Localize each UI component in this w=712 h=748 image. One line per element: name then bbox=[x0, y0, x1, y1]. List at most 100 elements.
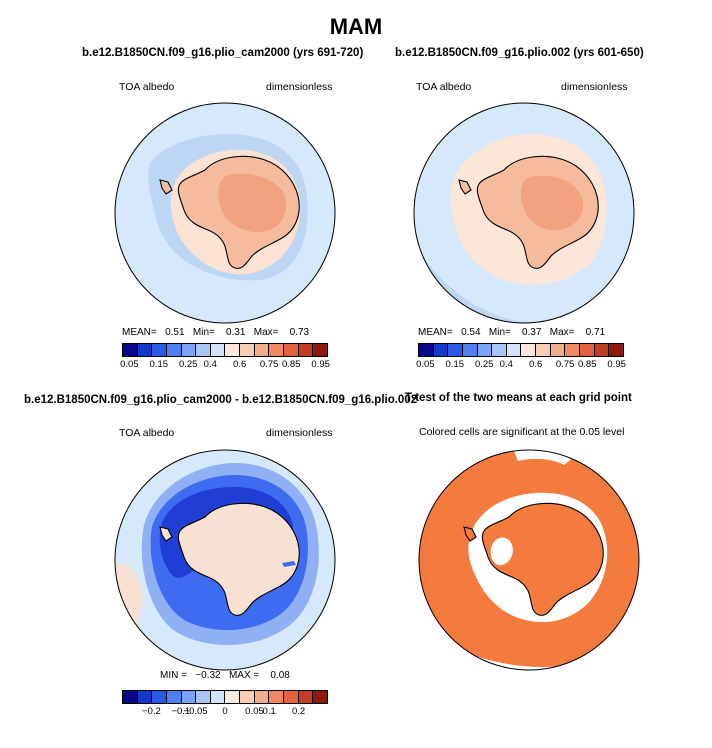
colorbar-tick-label: 0.15 bbox=[445, 359, 465, 370]
panel2-var-label: TOA albedo bbox=[416, 81, 472, 93]
colorbar-tick-label: 0.05 bbox=[416, 359, 435, 370]
colorbar-swatch bbox=[284, 344, 299, 356]
colorbar-swatch bbox=[196, 691, 211, 703]
colorbar-swatch bbox=[152, 344, 167, 356]
colorbar-swatch bbox=[269, 691, 285, 703]
panel3-max-label: MAX = bbox=[228, 670, 260, 681]
panel1-map bbox=[114, 102, 336, 324]
panel1-stats: MEAN= 0.51 Min= 0.31 Max= 0.73 bbox=[122, 327, 309, 338]
colorbar-swatch bbox=[536, 344, 551, 356]
colorbar-swatch bbox=[433, 344, 449, 356]
panel3-map bbox=[114, 449, 336, 671]
panel1-title: b.e12.B1850CN.f09_g16.plio_cam2000 (yrs … bbox=[82, 47, 364, 59]
colorbar-swatch bbox=[166, 691, 182, 703]
colorbar-swatch bbox=[298, 344, 314, 356]
colorbar-swatch bbox=[419, 344, 434, 356]
colorbar-swatch bbox=[448, 344, 463, 356]
panel3-var-label: TOA albedo bbox=[119, 427, 175, 439]
colorbar-swatch bbox=[166, 344, 182, 356]
panel2-colorbar bbox=[418, 343, 624, 357]
panel1-max-value: 0.73 bbox=[289, 327, 310, 338]
panel1-interior bbox=[218, 173, 287, 233]
panel2-title: b.e12.B1850CN.f09_g16.plio.002 (yrs 601-… bbox=[395, 47, 644, 59]
colorbar-swatch bbox=[152, 691, 167, 703]
colorbar-tick-label: 0.4 bbox=[203, 359, 217, 370]
colorbar-tick-label: 0.75 bbox=[259, 359, 279, 370]
panel3-min-value: −0.32 bbox=[195, 670, 221, 681]
colorbar-swatch bbox=[137, 344, 153, 356]
colorbar-swatch bbox=[181, 691, 197, 703]
colorbar-swatch bbox=[137, 691, 153, 703]
panel1-min-label: Min= bbox=[192, 327, 215, 338]
colorbar-tick-label: 0.05 bbox=[120, 359, 139, 370]
colorbar-swatch bbox=[521, 344, 537, 356]
colorbar-swatch bbox=[181, 344, 197, 356]
colorbar-swatch bbox=[240, 344, 255, 356]
colorbar-tick-label: 0.85 bbox=[577, 359, 597, 370]
colorbar-swatch bbox=[240, 691, 255, 703]
colorbar-swatch bbox=[313, 344, 327, 356]
colorbar-swatch bbox=[225, 691, 241, 703]
panel1-colorbar bbox=[122, 343, 328, 357]
colorbar-swatch bbox=[298, 691, 314, 703]
panel2-min-label: Min= bbox=[488, 327, 511, 338]
colorbar-tick-label: 0.15 bbox=[149, 359, 169, 370]
colorbar-swatch bbox=[609, 344, 623, 356]
panel3-antarctica bbox=[159, 502, 300, 616]
panel2-mean-label: MEAN= bbox=[418, 327, 453, 338]
panel1-var-label: TOA albedo bbox=[119, 81, 175, 93]
panel4-subtitle: Colored cells are significant at the 0.0… bbox=[419, 426, 625, 438]
panel4-map bbox=[418, 449, 640, 671]
colorbar-swatch bbox=[594, 344, 610, 356]
panel3-blue-spot bbox=[282, 561, 296, 567]
colorbar-swatch bbox=[269, 344, 285, 356]
panel3-title: b.e12.B1850CN.f09_g16.plio_cam2000 - b.e… bbox=[24, 394, 418, 406]
colorbar-tick-label: −0.1 bbox=[171, 706, 191, 717]
colorbar-tick-label: 0.75 bbox=[555, 359, 575, 370]
panel4-interior-gap bbox=[490, 537, 513, 566]
colorbar-swatch bbox=[462, 344, 478, 356]
colorbar-tick-label: 0.95 bbox=[311, 359, 330, 370]
colorbar-swatch bbox=[565, 344, 581, 356]
panel3-colorbar bbox=[122, 690, 328, 704]
panel2-interior bbox=[521, 175, 584, 231]
colorbar-swatch bbox=[123, 691, 138, 703]
panel1-min-value: 0.31 bbox=[225, 327, 246, 338]
panel2-min-value: 0.37 bbox=[521, 327, 542, 338]
panel2-units-label: dimensionless bbox=[561, 81, 628, 93]
panel3-stats: MIN = −0.32 MAX = 0.08 bbox=[160, 670, 290, 681]
colorbar-tick-label: 0.4 bbox=[499, 359, 513, 370]
panel1-mean-label: MEAN= bbox=[122, 327, 157, 338]
colorbar-tick-label: 0 bbox=[222, 706, 228, 717]
panel3-pale-patch bbox=[115, 563, 143, 670]
panel2-map bbox=[413, 102, 635, 324]
colorbar-swatch bbox=[492, 344, 507, 356]
colorbar-tick-label: −0.2 bbox=[142, 706, 161, 717]
panel4-antarctica bbox=[463, 502, 604, 616]
colorbar-tick-label: 0.25 bbox=[178, 359, 198, 370]
panel2-max-label: Max= bbox=[549, 327, 575, 338]
colorbar-swatch bbox=[225, 344, 241, 356]
panel2-max-value: 0.71 bbox=[585, 327, 606, 338]
colorbar-tick-label: 0.85 bbox=[281, 359, 301, 370]
colorbar-swatch bbox=[506, 344, 522, 356]
panel1-max-label: Max= bbox=[253, 327, 279, 338]
colorbar-swatch bbox=[580, 344, 595, 356]
colorbar-tick-label: 0.25 bbox=[474, 359, 494, 370]
colorbar-tick-label: 0.1 bbox=[262, 706, 276, 717]
colorbar-tick-label: 0.6 bbox=[529, 359, 543, 370]
panel2-mean-value: 0.54 bbox=[461, 327, 481, 338]
colorbar-swatch bbox=[196, 344, 211, 356]
colorbar-tick-label: 0.95 bbox=[607, 359, 626, 370]
panel3-max-value: 0.08 bbox=[270, 670, 290, 681]
colorbar-swatch bbox=[210, 344, 226, 356]
colorbar-swatch bbox=[550, 344, 566, 356]
panel1-units-label: dimensionless bbox=[266, 81, 333, 93]
main-title: MAM bbox=[329, 14, 383, 39]
colorbar-swatch bbox=[210, 691, 226, 703]
panel4-title: T-test of the two means at each grid poi… bbox=[405, 392, 632, 404]
colorbar-swatch bbox=[477, 344, 493, 356]
colorbar-tick-label: 0.05 bbox=[245, 706, 264, 717]
panel1-mean-value: 0.51 bbox=[165, 327, 185, 338]
colorbar-swatch bbox=[254, 344, 270, 356]
